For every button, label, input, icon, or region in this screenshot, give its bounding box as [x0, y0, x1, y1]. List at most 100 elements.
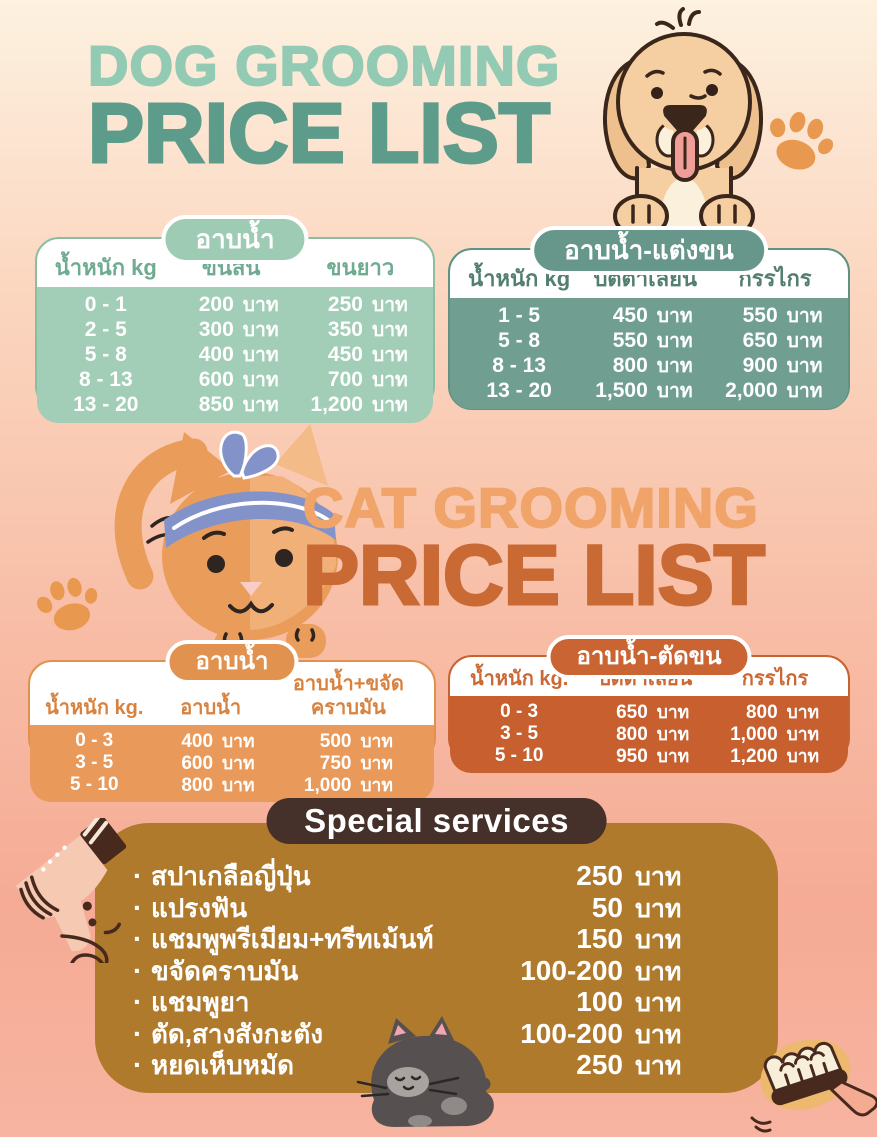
weight-range: 0 - 3 [75, 730, 114, 751]
price-cell: 850 บาท [198, 393, 279, 417]
price-cell: 1,000 บาท [303, 775, 393, 796]
service-price: 100-200 [520, 1017, 623, 1049]
dog-bath-table: อาบน้ำ น้ำหนัก kg ขนสั้น ขนยาว 0 - 1 200 บาท… [35, 215, 435, 424]
table-pill: อาบน้ำ-ตัดขน [546, 635, 752, 679]
service-price: 250 [576, 1049, 623, 1080]
service-item: · แชมพูยา 100 บาท [133, 982, 693, 1017]
table-row: 0 - 3 400 บาท 500 บาท [38, 730, 426, 752]
weight-range: 3 - 5 [75, 752, 114, 773]
service-price-unit: บาท [635, 1020, 682, 1049]
weight-range: 13 - 20 [486, 378, 552, 402]
price-cell: 200 บาท [198, 293, 279, 317]
price-cell: 1,200 บาท [730, 746, 820, 767]
cat-title-line1: CAT GROOMING [302, 476, 759, 539]
service-label: แชมพูยา [151, 987, 250, 1017]
dog-title-line1: DOG GROOMING [87, 34, 561, 97]
bullet-icon: · [133, 923, 143, 954]
column-header: อาบน้ำ+ขจัดคราบมัน [292, 673, 404, 719]
column-header: กรรไกร [741, 668, 809, 690]
column-header: อาบน้ำ [180, 697, 242, 719]
cat-bath-cut-table: อาบน้ำ-ตัดขน น้ำหนัก kg. ปัตตาเลี่ยน กรรไก… [448, 635, 850, 773]
service-price: 150 [576, 923, 623, 954]
weight-range: 1 - 5 [498, 303, 541, 327]
price-cell: 1,500 บาท [595, 379, 693, 403]
dog-bath-trim-table: อาบน้ำ-แต่งขน น้ำหนัก kg ปัตตาเลี่ยน กรรไก… [448, 226, 850, 410]
price-cell: 250 บาท [327, 293, 408, 317]
dog-section-title: DOG GROOMING PRICE LIST [86, 34, 561, 181]
paw-print-icon [36, 577, 98, 631]
price-cell: 800 บาท [745, 702, 820, 723]
special-services-title: Special services [266, 798, 607, 844]
dog-illustration [603, 7, 763, 238]
service-price: 100 [576, 986, 623, 1017]
weight-range: 5 - 8 [84, 342, 127, 366]
service-label: แปรงฟัน [151, 892, 248, 923]
price-cell: 350 บาท [327, 318, 408, 342]
bullet-icon: · [133, 986, 143, 1017]
price-cell: 900 บาท [742, 354, 823, 378]
table-row: 3 - 5 800 บาท 1,000 บาท [458, 723, 840, 745]
table-pill-label: อาบน้ำ-แต่งขน [564, 235, 734, 265]
price-cell: 800 บาท [612, 354, 693, 378]
bullet-icon: · [133, 860, 143, 891]
table-header-row: น้ำหนัก kg. อาบน้ำ อาบน้ำ+ขจัดคราบมัน [30, 662, 434, 725]
table-body: 0 - 1 200 บาท 250 บาท 2 - 5 300 บาท 350 บาท 5 - 8 4… [37, 287, 433, 424]
weight-range: 0 - 3 [500, 701, 539, 722]
price-cell: 1,000 บาท [730, 724, 820, 745]
service-item: · สปาเกลือญี่ปุ่น 250 บาท [133, 856, 693, 891]
service-item: · ขจัดคราบมัน 100-200 บาท [133, 951, 693, 986]
service-price: 250 [576, 860, 623, 891]
price-cell: 650 บาท [742, 329, 823, 353]
special-services-list: · สปาเกลือญี่ปุ่น 250 บาท · แปรงฟัน 50 บาท · แชมพ… [133, 856, 693, 1080]
service-item: · ตัด,สางสังกะตัง 100-200 บาท [133, 1014, 693, 1049]
service-price-unit: บาท [635, 957, 682, 986]
sleeping-cat-illustration [356, 1016, 494, 1127]
price-cell: 700 บาท [327, 368, 408, 392]
table-row: 1 - 5 450 บาท 550 บาท [458, 303, 840, 328]
column-header: ขนยาว [326, 255, 395, 280]
price-cell: 400 บาท [181, 731, 255, 752]
weight-range: 8 - 13 [492, 353, 546, 377]
cat-section-title: CAT GROOMING PRICE LIST [301, 476, 766, 623]
table-pill-label: อาบน้ำ-ตัดขน [576, 643, 722, 670]
weight-range: 3 - 5 [500, 723, 539, 744]
service-item: · หยดเห็บหมัด 250 บาท [133, 1045, 693, 1080]
service-price-unit: บาท [635, 863, 682, 891]
table-row: 8 - 13 800 บาท 900 บาท [458, 353, 840, 378]
table-row: 5 - 8 400 บาท 450 บาท [45, 342, 425, 367]
table-row: 2 - 5 300 บาท 350 บาท [45, 317, 425, 342]
table-body: 1 - 5 450 บาท 550 บาท 5 - 8 550 บาท 650 บาท 8 - 13… [450, 298, 848, 410]
price-cell: 450 บาท [327, 343, 408, 367]
weight-range: 5 - 10 [494, 745, 544, 766]
service-price-unit: บาท [635, 989, 682, 1017]
table-body: 0 - 3 650 บาท 800 บาท 3 - 5 800 บาท 1,000 บาท 5 - … [450, 696, 848, 773]
service-price-unit: บาท [635, 894, 682, 923]
bullet-icon: · [133, 891, 143, 923]
price-cell: 2,000 บาท [725, 379, 823, 403]
price-cell: 300 บาท [198, 318, 279, 342]
table-pill-label: อาบน้ำ [195, 224, 275, 254]
column-header: น้ำหนัก kg. [45, 697, 144, 719]
hairdryer-icon [15, 818, 127, 963]
table-row: 13 - 20 850 บาท 1,200 บาท [45, 392, 425, 417]
dog-title-line2: PRICE LIST [86, 86, 551, 181]
cat-bath-table: อาบน้ำ น้ำหนัก kg. อาบน้ำ อาบน้ำ+ขจัดคราบม… [28, 640, 436, 802]
table-row: 0 - 3 650 บาท 800 บาท [458, 701, 840, 723]
table-body: 0 - 3 400 บาท 500 บาท 3 - 5 600 บาท 750 บาท 5 - 10… [30, 725, 434, 802]
service-item: · แปรงฟัน 50 บาท [133, 888, 693, 923]
price-cell: 400 บาท [198, 343, 279, 367]
price-cell: 650 บาท [616, 702, 690, 723]
table-row: 8 - 13 600 บาท 700 บาท [45, 367, 425, 392]
price-cell: 800 บาท [616, 724, 690, 745]
cat-illustration [114, 424, 338, 662]
table-row: 5 - 10 950 บาท 1,200 บาท [458, 745, 840, 767]
service-price: 100-200 [520, 954, 623, 986]
service-label: แชมพูพรีเมียม+ทรีทเม้นท์ [151, 924, 434, 954]
cat-title-line2: PRICE LIST [301, 528, 766, 623]
weight-range: 13 - 20 [73, 392, 139, 416]
weight-range: 2 - 5 [84, 317, 127, 341]
bullet-icon: · [133, 1049, 143, 1080]
price-cell: 550 บาท [612, 329, 693, 353]
price-cell: 800 บาท [181, 775, 255, 796]
table-row: 13 - 20 1,500 บาท 2,000 บาท [458, 378, 840, 403]
